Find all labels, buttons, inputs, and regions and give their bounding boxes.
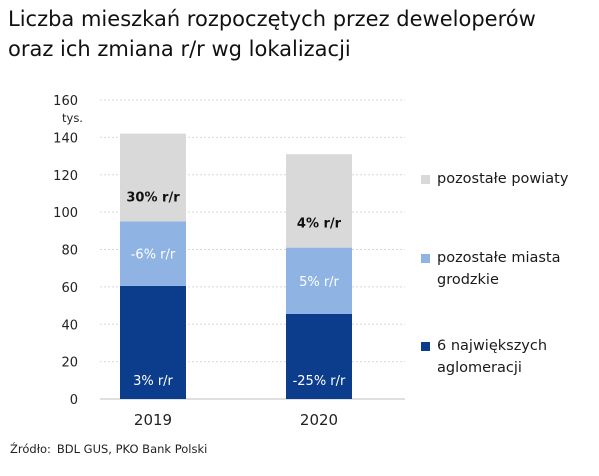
data-labels: 3% r/r -6% r/r 30% r/r -25% r/r 5% r/r 4% r/r [126, 190, 346, 389]
source-label: Źródło: [10, 442, 51, 456]
legend-swatch [421, 175, 430, 184]
data-label: -25% r/r [293, 374, 346, 389]
y-tick-label: 80 [61, 244, 78, 259]
source-text: BDL GUS, PKO Bank Polski [56, 442, 208, 456]
data-label: 5% r/r [299, 275, 339, 290]
data-label: 4% r/r [297, 217, 342, 232]
y-tick-label: 0 [70, 393, 78, 408]
y-tick-label: 100 [53, 206, 78, 221]
y-tick-label: 160 [53, 94, 78, 109]
legend-label: 6 największych [437, 338, 547, 354]
x-tick-label: 2019 [134, 411, 172, 429]
data-label: -6% r/r [131, 248, 176, 263]
legend-label: pozostałe miasta [437, 250, 561, 266]
bars [120, 133, 352, 399]
bar-segment [120, 285, 186, 399]
bar-segment [286, 313, 352, 399]
y-axis-ticks: 0 20 40 60 80 100 120 140 160 tys. [53, 94, 83, 408]
legend-swatch [421, 342, 430, 351]
chart-title-line-2: oraz ich zmiana r/r wg lokalizacji [8, 37, 351, 61]
y-tick-label: 120 [53, 169, 78, 184]
x-axis-ticks: 2019 2020 [134, 411, 338, 429]
data-label: 30% r/r [126, 190, 180, 205]
chart-title: Liczba mieszkań rozpoczętych przez dewel… [8, 4, 588, 64]
bar-segment [286, 247, 352, 314]
bar-segment [286, 154, 352, 248]
x-tick-label: 2020 [300, 411, 338, 429]
source-note: Źródło: BDL GUS, PKO Bank Polski [10, 442, 213, 456]
y-tick-label: 60 [61, 281, 78, 296]
legend-label: aglomeracji [437, 360, 522, 376]
chart-title-line-1: Liczba mieszkań rozpoczętych przez dewel… [8, 7, 536, 31]
bar-segment [120, 221, 186, 286]
y-tick-label: 40 [61, 318, 78, 333]
bar-segment [120, 133, 186, 222]
legend-label: grodzkie [437, 272, 499, 288]
legend-swatch [421, 254, 430, 263]
data-label: 3% r/r [133, 374, 173, 389]
legend: pozostałe powiaty pozostałe miasta grodzki… [421, 171, 569, 376]
legend-label: pozostałe powiaty [437, 171, 569, 187]
unit-label: tys. [62, 111, 83, 125]
y-tick-label: 140 [53, 131, 78, 146]
y-tick-label: 20 [61, 356, 78, 371]
